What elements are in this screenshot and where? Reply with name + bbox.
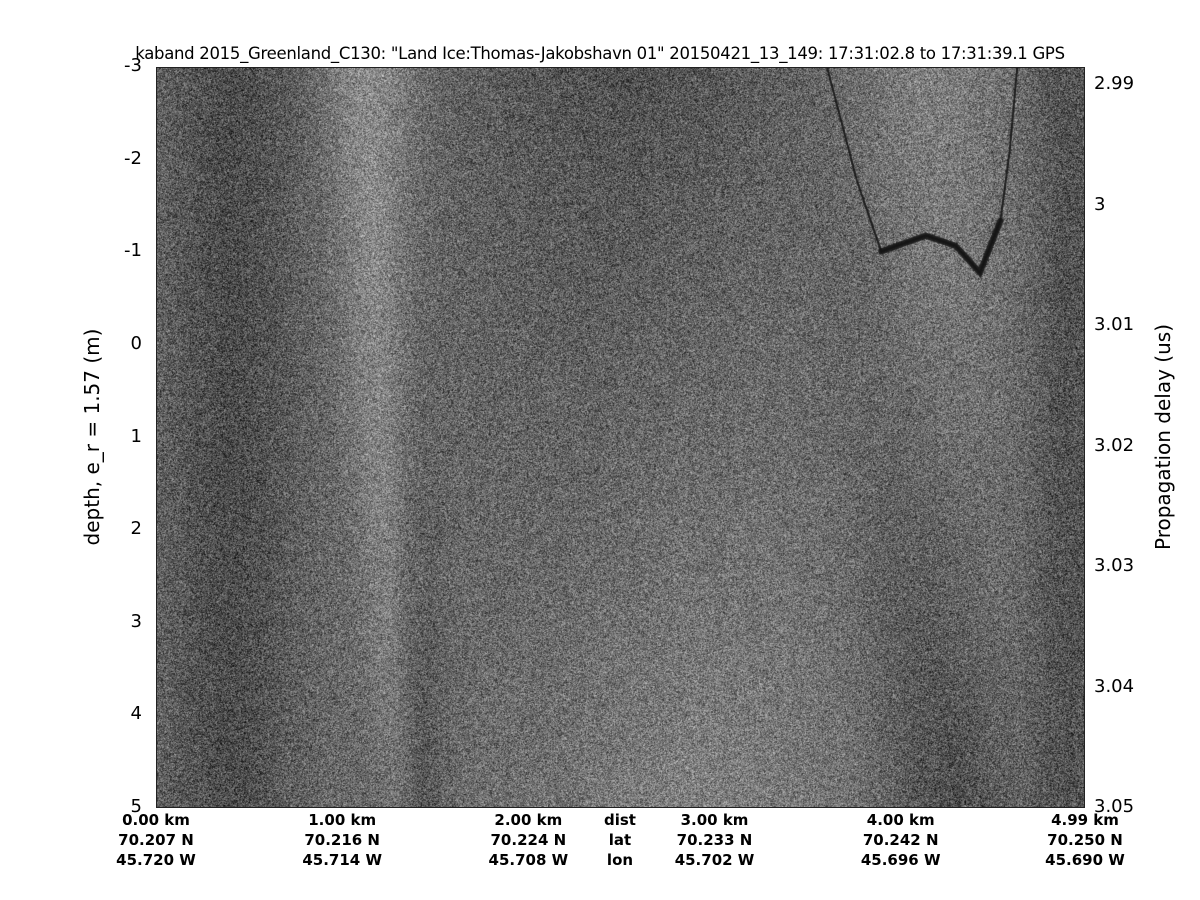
x-tick-dist: 4.99 km: [1025, 811, 1145, 829]
y-tick-label: -2: [124, 148, 142, 169]
x-tick-lon: 45.696 W: [841, 851, 961, 869]
chart-title: kaband 2015_Greenland_C130: "Land Ice:Th…: [0, 44, 1200, 63]
x-tick-lat: 70.216 N: [282, 831, 402, 849]
y-tick-label: -3: [124, 55, 142, 76]
y-tick-label: 3: [131, 611, 142, 632]
x-tick-dist: 0.00 km: [96, 811, 216, 829]
x-tick-lat: 70.207 N: [96, 831, 216, 849]
x-row-label-lon: lon: [560, 851, 680, 869]
y-right-tick-label: 3.02: [1094, 435, 1134, 456]
y-tick-label: 2: [131, 518, 142, 539]
y-tick-label: 1: [131, 426, 142, 447]
echogram-image: [157, 68, 1084, 807]
x-tick-dist: 1.00 km: [282, 811, 402, 829]
y-right-tick-label: 3.01: [1094, 314, 1134, 335]
x-tick-lon: 45.720 W: [96, 851, 216, 869]
x-tick-dist: 4.00 km: [841, 811, 961, 829]
y-right-tick-label: 3.04: [1094, 676, 1134, 697]
y-axis-label: depth, e_r = 1.57 (m): [80, 329, 104, 546]
y-right-tick-label: 2.99: [1094, 73, 1134, 94]
x-tick-lat: 70.250 N: [1025, 831, 1145, 849]
y-axis-right-label: Propagation delay (us): [1151, 324, 1175, 550]
x-row-label-lat: lat: [560, 831, 680, 849]
x-tick-lon: 45.714 W: [282, 851, 402, 869]
x-row-label-dist: dist: [560, 811, 680, 829]
x-tick-lon: 45.690 W: [1025, 851, 1145, 869]
y-tick-label: -1: [124, 240, 142, 261]
echogram-plot-area: [156, 67, 1085, 808]
y-tick-label: 4: [131, 703, 142, 724]
x-tick-lat: 70.242 N: [841, 831, 961, 849]
y-right-tick-label: 3: [1094, 194, 1105, 215]
y-right-tick-label: 3.03: [1094, 555, 1134, 576]
y-tick-label: 0: [131, 333, 142, 354]
